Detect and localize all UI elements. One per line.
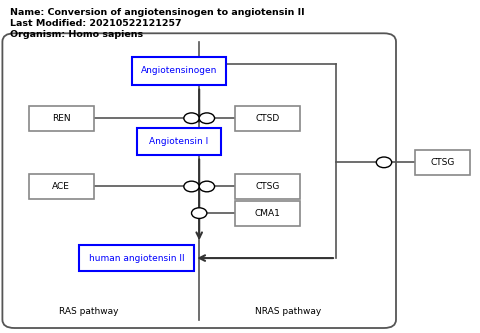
- Circle shape: [199, 181, 215, 192]
- Text: Angiotensinogen: Angiotensinogen: [141, 66, 217, 75]
- Text: CTSG: CTSG: [255, 182, 280, 191]
- Text: Name: Conversion of angiotensinogen to angiotensin II: Name: Conversion of angiotensinogen to a…: [10, 8, 304, 17]
- Text: RAS pathway: RAS pathway: [59, 307, 119, 316]
- Circle shape: [184, 113, 199, 124]
- FancyBboxPatch shape: [415, 150, 470, 175]
- Text: CTSG: CTSG: [431, 158, 455, 167]
- Text: Organism: Homo sapiens: Organism: Homo sapiens: [10, 30, 143, 39]
- Text: REN: REN: [52, 114, 71, 123]
- FancyBboxPatch shape: [29, 174, 94, 199]
- Text: CMA1: CMA1: [255, 208, 280, 218]
- Text: Angiotensin I: Angiotensin I: [149, 137, 208, 146]
- FancyBboxPatch shape: [29, 106, 94, 131]
- Circle shape: [192, 208, 207, 218]
- FancyBboxPatch shape: [235, 106, 300, 131]
- Text: NRAS pathway: NRAS pathway: [255, 307, 321, 316]
- Text: Last Modified: 20210522121257: Last Modified: 20210522121257: [10, 19, 181, 28]
- Circle shape: [199, 113, 215, 124]
- FancyBboxPatch shape: [132, 57, 226, 85]
- FancyBboxPatch shape: [235, 174, 300, 199]
- FancyBboxPatch shape: [137, 128, 221, 155]
- Text: CTSD: CTSD: [255, 114, 280, 123]
- FancyBboxPatch shape: [79, 245, 194, 271]
- Text: ACE: ACE: [52, 182, 70, 191]
- Text: human angiotensin II: human angiotensin II: [89, 253, 185, 263]
- FancyBboxPatch shape: [235, 200, 300, 226]
- Circle shape: [184, 181, 199, 192]
- Circle shape: [376, 157, 392, 168]
